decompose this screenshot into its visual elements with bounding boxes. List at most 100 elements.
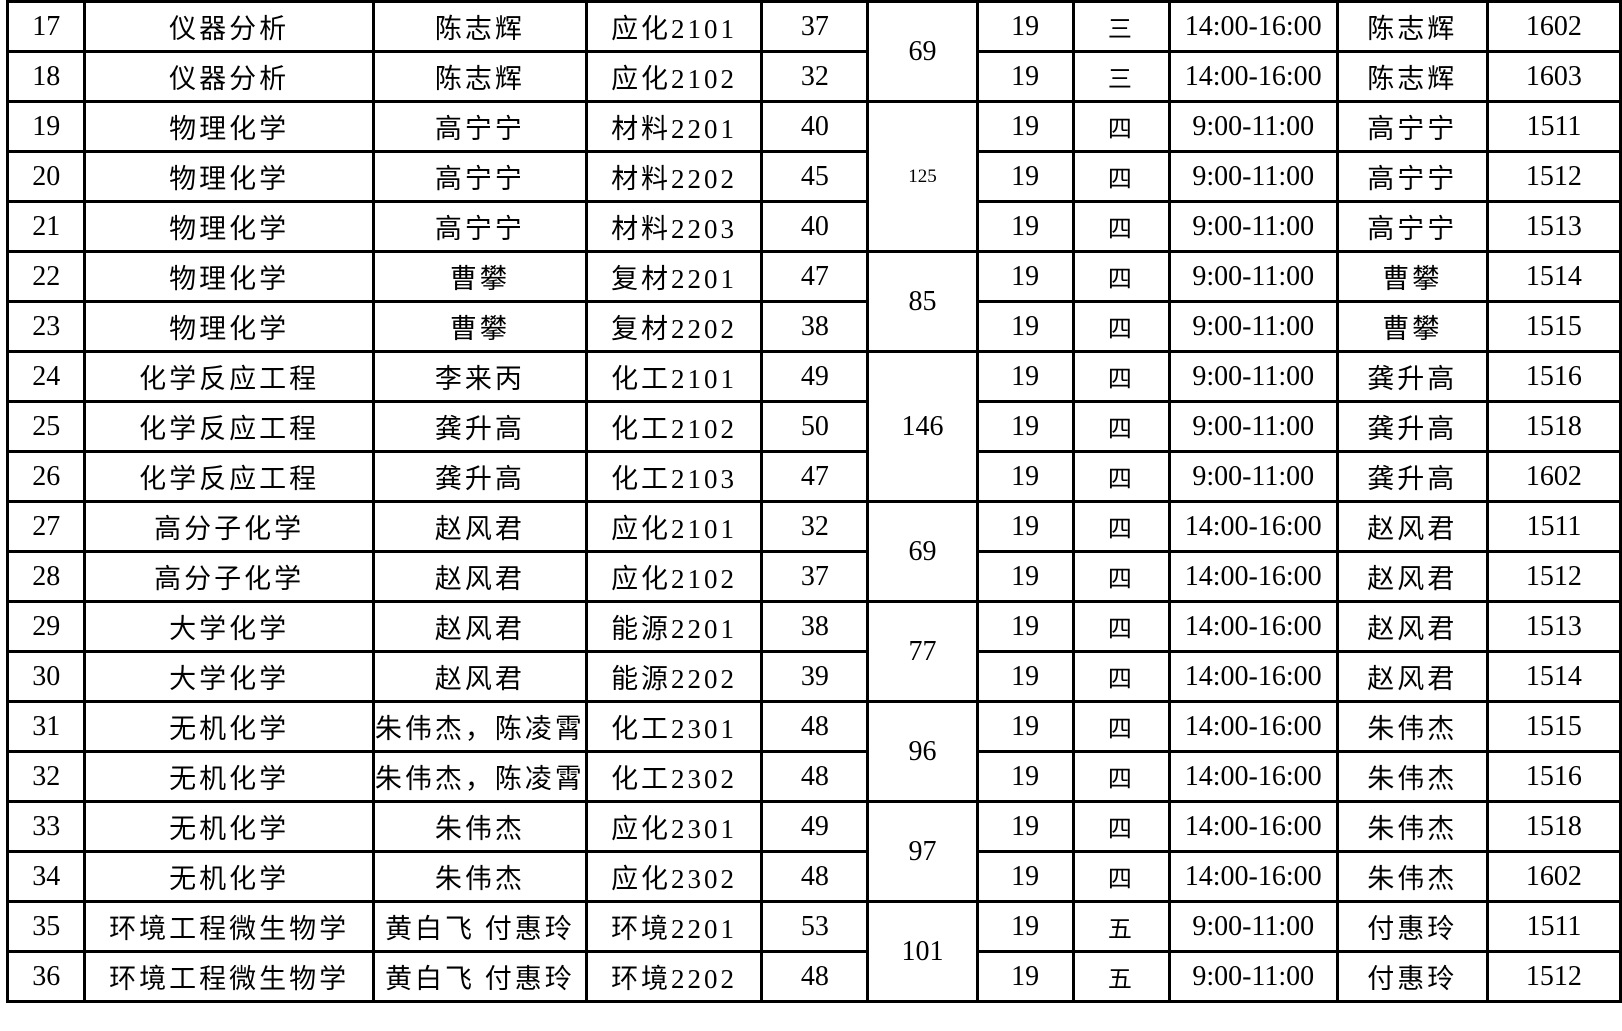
total-cell: 101 (866, 900, 979, 1003)
invigilator-cell: 赵风君 (1335, 550, 1489, 603)
count-cell: 38 (760, 300, 870, 353)
class-cell: 应化2101 (584, 0, 764, 53)
week-cell: 19 (975, 300, 1075, 353)
table-row: 30 大学化学 赵风君 能源2202 39 19 四 14:00-16:00 赵风君 1514 (5, 650, 1622, 703)
count-cell: 53 (760, 900, 870, 953)
seq-cell: 34 (5, 850, 87, 903)
time-cell: 14:00-16:00 (1167, 0, 1339, 53)
course-cell: 仪器分析 (83, 50, 375, 103)
table-row: 24 化学反应工程 李来丙 化工2101 49 146 19 四 9:00-11:00 龚升高 15… (5, 350, 1622, 503)
total-cell: 146 (866, 350, 979, 503)
time-cell: 9:00-11:00 (1167, 450, 1339, 503)
class-cell: 应化2102 (584, 550, 764, 603)
table-row: 21 物理化学 高宁宁 材料2203 40 19 四 9:00-11:00 高宁宁 1513 (5, 200, 1622, 253)
invigilator-cell: 朱伟杰 (1335, 800, 1489, 853)
room-cell: 1516 (1485, 750, 1622, 803)
seq-cell: 28 (5, 550, 87, 603)
course-cell: 无机化学 (83, 800, 375, 853)
course-cell: 无机化学 (83, 850, 375, 903)
class-cell: 环境2201 (584, 900, 764, 953)
teacher-cell: 黄白飞 付惠玲 (371, 950, 588, 1003)
table-row: 29 大学化学 赵风君 能源2201 38 77 19 四 14:00-16:00 赵风君 1513 (5, 600, 1622, 703)
count-cell: 32 (760, 50, 870, 103)
count-cell: 48 (760, 750, 870, 803)
room-cell: 1511 (1485, 900, 1622, 953)
course-cell: 物理化学 (83, 100, 375, 153)
invigilator-cell: 龚升高 (1335, 450, 1489, 503)
room-cell: 1518 (1485, 800, 1622, 853)
week-cell: 19 (975, 400, 1075, 453)
week-cell: 19 (975, 450, 1075, 503)
teacher-cell: 高宁宁 (371, 150, 588, 203)
teacher-cell: 曹攀 (371, 300, 588, 353)
week-cell: 19 (975, 200, 1075, 253)
invigilator-cell: 曹攀 (1335, 250, 1489, 303)
room-cell: 1513 (1485, 200, 1622, 253)
day-cell: 五 (1071, 950, 1171, 1003)
room-cell: 1515 (1485, 700, 1622, 753)
time-cell: 9:00-11:00 (1167, 300, 1339, 353)
count-cell: 48 (760, 700, 870, 753)
room-cell: 1602 (1485, 450, 1622, 503)
teacher-cell: 黄白飞 付惠玲 (371, 900, 588, 953)
day-cell: 四 (1071, 350, 1171, 403)
time-cell: 9:00-11:00 (1167, 150, 1339, 203)
time-cell: 9:00-11:00 (1167, 900, 1339, 953)
table-row: 19 物理化学 高宁宁 材料2201 40 125 19 四 9:00-11:00 高宁宁 1511 (5, 100, 1622, 253)
total-cell: 85 (866, 250, 979, 353)
room-cell: 1512 (1485, 150, 1622, 203)
day-cell: 三 (1071, 50, 1171, 103)
class-cell: 化工2103 (584, 450, 764, 503)
teacher-cell: 赵风君 (371, 650, 588, 703)
seq-cell: 32 (5, 750, 87, 803)
course-cell: 物理化学 (83, 300, 375, 353)
table-body: 17 仪器分析 陈志辉 应化2101 37 69 19 三 14:00-16:00 陈志辉 1602… (5, 0, 1622, 1003)
time-cell: 9:00-11:00 (1167, 400, 1339, 453)
class-cell: 复材2201 (584, 250, 764, 303)
table-row: 26 化学反应工程 龚升高 化工2103 47 19 四 9:00-11:00 龚升高 1602 (5, 450, 1622, 503)
table-row: 35 环境工程微生物学 黄白飞 付惠玲 环境2201 53 101 19 五 9:00-11:0… (5, 900, 1622, 1003)
teacher-cell: 高宁宁 (371, 100, 588, 153)
count-cell: 47 (760, 250, 870, 303)
day-cell: 三 (1071, 0, 1171, 53)
day-cell: 四 (1071, 800, 1171, 853)
room-cell: 1512 (1485, 550, 1622, 603)
seq-cell: 36 (5, 950, 87, 1003)
seq-cell: 29 (5, 600, 87, 653)
day-cell: 四 (1071, 450, 1171, 503)
time-cell: 14:00-16:00 (1167, 50, 1339, 103)
table-row: 25 化学反应工程 龚升高 化工2102 50 19 四 9:00-11:00 龚升高 1518 (5, 400, 1622, 453)
room-cell: 1603 (1485, 50, 1622, 103)
teacher-cell: 朱伟杰，陈凌霄 (371, 750, 588, 803)
class-cell: 化工2101 (584, 350, 764, 403)
table-row: 31 无机化学 朱伟杰，陈凌霄 化工2301 48 96 19 四 14:00-16:00 朱伟杰… (5, 700, 1622, 803)
day-cell: 四 (1071, 650, 1171, 703)
time-cell: 14:00-16:00 (1167, 600, 1339, 653)
invigilator-cell: 朱伟杰 (1335, 750, 1489, 803)
course-cell: 大学化学 (83, 650, 375, 703)
course-cell: 高分子化学 (83, 550, 375, 603)
count-cell: 40 (760, 200, 870, 253)
table-row: 17 仪器分析 陈志辉 应化2101 37 69 19 三 14:00-16:00 陈志辉 1602 (5, 0, 1622, 103)
room-cell: 1602 (1485, 0, 1622, 53)
day-cell: 四 (1071, 400, 1171, 453)
time-cell: 14:00-16:00 (1167, 700, 1339, 753)
class-cell: 能源2202 (584, 650, 764, 703)
count-cell: 49 (760, 350, 870, 403)
day-cell: 四 (1071, 250, 1171, 303)
invigilator-cell: 龚升高 (1335, 350, 1489, 403)
course-cell: 化学反应工程 (83, 350, 375, 403)
class-cell: 应化2302 (584, 850, 764, 903)
count-cell: 39 (760, 650, 870, 703)
week-cell: 19 (975, 350, 1075, 403)
seq-cell: 21 (5, 200, 87, 253)
count-cell: 45 (760, 150, 870, 203)
count-cell: 48 (760, 950, 870, 1003)
room-cell: 1512 (1485, 950, 1622, 1003)
table-row: 28 高分子化学 赵风君 应化2102 37 19 四 14:00-16:00 赵风君 1512 (5, 550, 1622, 603)
day-cell: 四 (1071, 850, 1171, 903)
week-cell: 19 (975, 850, 1075, 903)
day-cell: 四 (1071, 100, 1171, 153)
teacher-cell: 龚升高 (371, 450, 588, 503)
